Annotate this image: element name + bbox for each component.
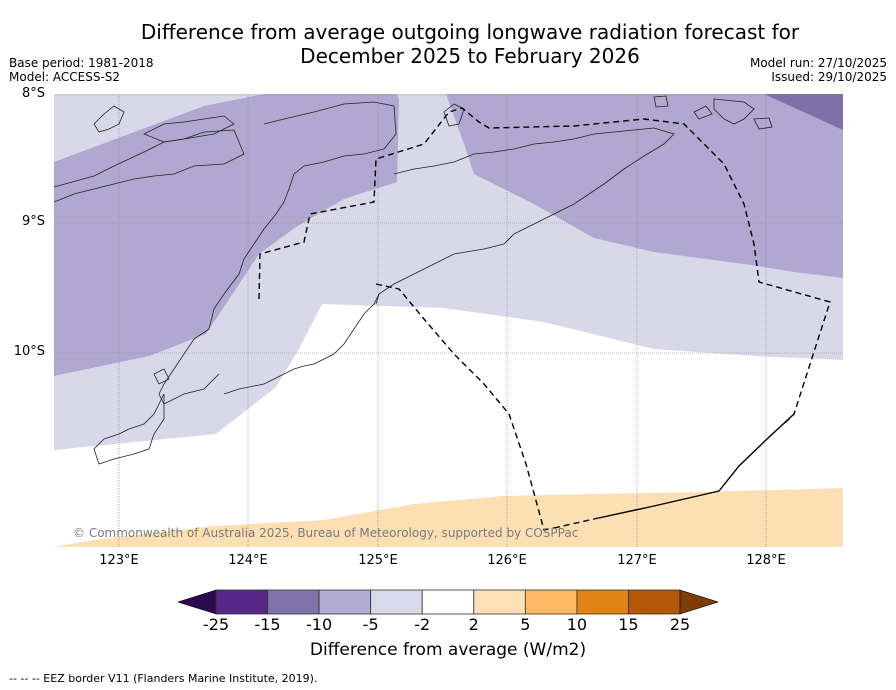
gridlines — [54, 94, 843, 547]
colorbar-tick: 10 — [566, 615, 588, 634]
issued-date: Issued: 29/10/2025 — [771, 70, 887, 84]
coastlines — [54, 95, 773, 465]
chart-title: Difference from average outgoing longwav… — [100, 20, 840, 68]
colorbar-tick: 25 — [669, 615, 691, 634]
region-ne-lavender — [446, 94, 843, 278]
colorbar-tick: 15 — [618, 615, 639, 634]
base-period: Base period: 1981-2018 — [9, 56, 154, 70]
colorbar-tick: -10 — [306, 615, 333, 634]
colorbar-cell — [524, 589, 578, 615]
meta-right: Model run: 27/10/2025 Issued: 29/10/2025 — [750, 56, 887, 84]
eez-border-solid — [593, 413, 795, 520]
colorbar-tick: 2 — [468, 615, 479, 634]
lat-label-10s: 10°S — [13, 344, 45, 359]
colorbar-over-arrow — [679, 589, 718, 615]
lat-label-8s: 8°S — [21, 86, 45, 101]
title-line-1: Difference from average outgoing longwav… — [140, 20, 800, 44]
copyright-credit: © Commonwealth of Australia 2025, Bureau… — [73, 526, 579, 540]
lon-label-128e: 128°E — [746, 553, 786, 568]
colorbar-tick: -5 — [362, 615, 379, 634]
eez-border — [258, 107, 831, 531]
colorbar-cell — [421, 589, 475, 615]
colorbar-cell — [473, 589, 526, 615]
title-line-2: December 2025 to February 2026 — [300, 44, 640, 68]
model-run: Model run: 27/10/2025 — [749, 56, 887, 70]
colorbar-cell — [318, 589, 372, 615]
model-name: Model: ACCESS-S2 — [9, 70, 121, 84]
colorbar-cell — [267, 589, 320, 615]
colorbar-label: Difference from average (W/m2) — [309, 640, 587, 660]
lon-label-127e: 127°E — [617, 553, 657, 568]
lon-label-123e: 123°E — [99, 553, 139, 568]
colorbar-tick: 5 — [520, 615, 531, 634]
lon-label-126e: 126°E — [487, 553, 527, 568]
colorbar-tick: -15 — [254, 615, 281, 634]
map-svg — [54, 94, 843, 547]
colorbar-cell — [215, 589, 268, 615]
lon-label-125e: 125°E — [358, 553, 398, 568]
region-ne-dark — [764, 94, 843, 130]
colorbar-cell — [370, 589, 423, 615]
colorbar-under-arrow — [178, 589, 217, 615]
meta-left: Base period: 1981-2018 Model: ACCESS-S2 — [9, 56, 154, 84]
map-panel — [54, 94, 843, 547]
colorbar-tick: -25 — [202, 615, 230, 634]
colorbar-tick: -2 — [414, 615, 431, 634]
colorbar-cell — [628, 589, 681, 615]
eez-footnote: -- -- -- EEZ border V11 (Flanders Marine… — [9, 672, 318, 685]
region-south-orange — [54, 488, 843, 547]
colorbar — [178, 589, 718, 615]
lon-label-124e: 124°E — [228, 553, 268, 568]
colorbar-cell — [576, 589, 629, 615]
lat-label-9s: 9°S — [21, 214, 45, 229]
